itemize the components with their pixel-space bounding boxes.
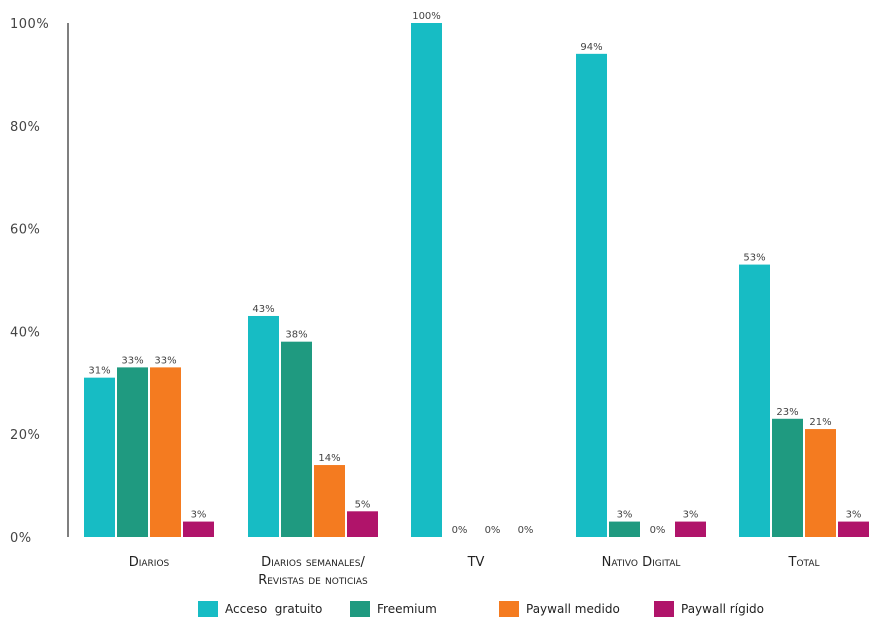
bar — [281, 341, 312, 537]
bar — [609, 521, 640, 537]
category-label: Total — [788, 555, 820, 570]
data-label: 53% — [743, 253, 765, 264]
y-tick-label: 80% — [10, 120, 40, 135]
y-tick-label: 0% — [10, 531, 32, 546]
data-label: 23% — [776, 407, 798, 418]
legend-label: Freemium — [377, 602, 437, 616]
data-label: 3% — [846, 510, 862, 521]
bar — [739, 264, 770, 537]
data-label: 5% — [355, 499, 371, 510]
data-label: 94% — [580, 42, 602, 53]
category-label: Revistas de noticias — [258, 573, 368, 588]
bar — [805, 429, 836, 537]
data-label: 0% — [518, 525, 534, 536]
bar — [183, 521, 214, 537]
category-label: Nativo Digital — [602, 555, 681, 570]
bar — [150, 367, 181, 537]
bar — [772, 418, 803, 537]
data-label: 33% — [121, 355, 143, 366]
data-label: 38% — [285, 330, 307, 341]
bar — [347, 511, 378, 537]
data-label: 31% — [88, 366, 110, 377]
y-tick-label: 20% — [10, 428, 40, 443]
legend-swatch — [499, 601, 519, 617]
chart-legend: Acceso gratuito Freemium Paywall medido Pay… — [198, 601, 764, 617]
bar — [838, 521, 869, 537]
data-label: 43% — [252, 304, 274, 315]
bar — [675, 521, 706, 537]
bar — [248, 315, 279, 537]
category-label: TV — [467, 555, 485, 570]
chart-axes: 0% 20% 40% 60% 80% 100% — [10, 17, 69, 546]
legend-swatch — [198, 601, 218, 617]
data-label: 21% — [809, 417, 831, 428]
bar — [576, 53, 607, 538]
data-label: 0% — [650, 525, 666, 536]
data-label: 3% — [191, 510, 207, 521]
bar — [84, 377, 115, 537]
bar — [314, 465, 345, 537]
y-tick-label: 100% — [10, 17, 49, 32]
legend-label: Acceso gratuito — [225, 602, 322, 616]
data-label: 100% — [412, 11, 441, 22]
y-tick-label: 60% — [10, 223, 40, 238]
chart-bars — [84, 23, 869, 538]
legend-label: Paywall rígido — [681, 602, 764, 616]
data-label: 0% — [485, 525, 501, 536]
data-label: 14% — [318, 453, 340, 464]
legend-label: Paywall medido — [526, 602, 620, 616]
bar — [117, 367, 148, 537]
chart-data-labels: 31% 43% 100% 94% 53% 33% 38% 0% 3% 23% 33% 14% 0% 0% 2… — [88, 11, 861, 536]
data-label: 0% — [452, 525, 468, 536]
bar — [411, 23, 442, 537]
legend-swatch — [350, 601, 370, 617]
legend-swatch — [654, 601, 674, 617]
data-label: 3% — [683, 510, 699, 521]
category-label: Diarios — [129, 555, 170, 570]
data-label: 3% — [617, 510, 633, 521]
y-tick-label: 40% — [10, 325, 40, 340]
data-label: 33% — [154, 355, 176, 366]
chart-category-labels: Diarios Diarios semanales/Revistas de not… — [129, 555, 820, 588]
category-label: Diarios semanales/ — [261, 555, 365, 570]
